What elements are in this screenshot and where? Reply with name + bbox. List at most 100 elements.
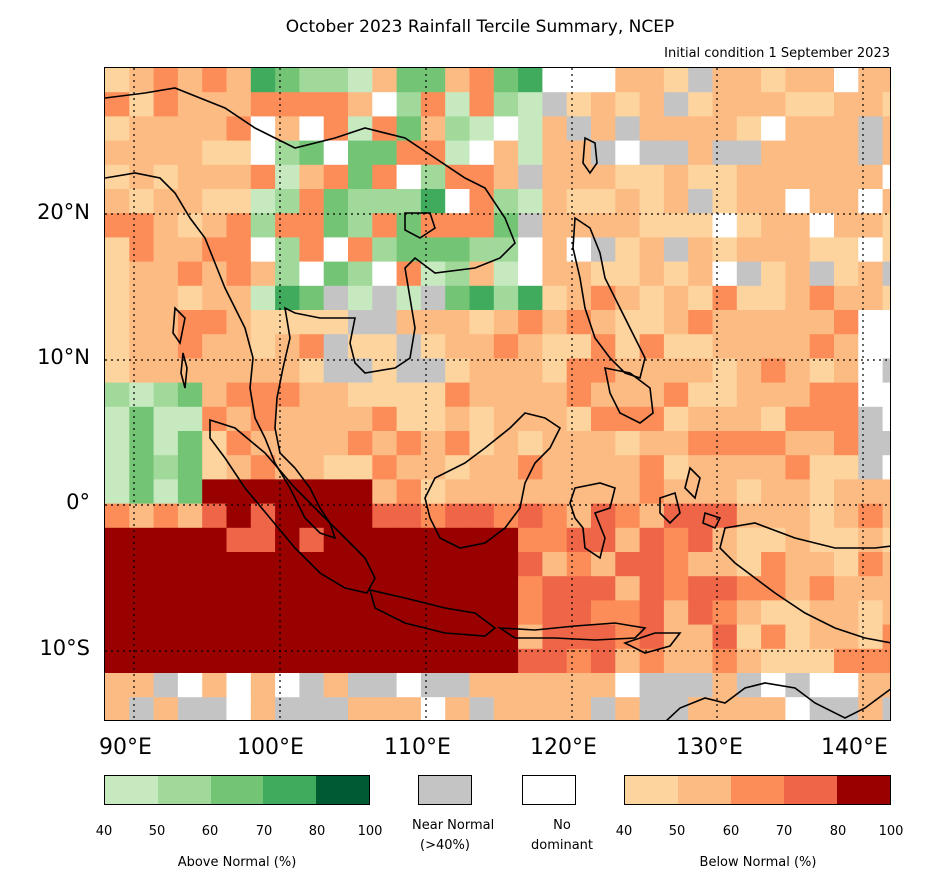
tercile-cell (663, 116, 689, 142)
no-dominant-caption-2: dominant (530, 838, 594, 853)
tercile-cell (615, 697, 641, 720)
tercile-cell (348, 648, 373, 674)
tercile-cell (226, 406, 252, 432)
tercile-cell (761, 68, 786, 93)
tercile-cell (834, 455, 859, 480)
tercile-cell (688, 237, 713, 263)
tercile-cell (445, 68, 470, 93)
tercile-cell (663, 213, 689, 238)
tercile-cell (323, 140, 349, 166)
tercile-cell (566, 673, 592, 698)
tercile-cell (493, 576, 519, 601)
tercile-cell (177, 697, 203, 720)
below-swatch-4 (784, 776, 837, 804)
tercile-cell (420, 92, 446, 117)
tercile-cell (323, 261, 349, 287)
tercile-cell (250, 92, 276, 117)
tercile-cell (712, 164, 738, 190)
tercile-cell (663, 285, 689, 311)
tercile-cell (663, 600, 689, 626)
below-swatch-1 (625, 776, 678, 804)
tercile-cell (663, 261, 689, 287)
tercile-cell (663, 697, 689, 720)
tercile-cell (396, 455, 422, 480)
tercile-cell (153, 213, 179, 238)
tercile-cell (202, 527, 227, 553)
tercile-cell (420, 116, 446, 142)
tercile-cell (129, 697, 155, 720)
tercile-cell (882, 213, 890, 238)
tercile-cell (372, 140, 398, 166)
tercile-cell (566, 358, 592, 384)
tercile-cell (566, 68, 592, 93)
tercile-cell (469, 213, 495, 238)
tercile-cell (445, 673, 470, 698)
tercile-cell (882, 261, 890, 287)
tercile-cell (566, 648, 592, 674)
tercile-cell (542, 552, 568, 577)
tercile-cell (785, 213, 811, 238)
tercile-cell (809, 164, 835, 190)
tercile-cell (299, 164, 325, 190)
tercile-cell (834, 552, 859, 577)
tercile-cell (129, 213, 155, 238)
tercile-cell (834, 310, 859, 335)
tercile-cell (420, 697, 446, 720)
tercile-cell (299, 358, 325, 384)
tercile-cell (250, 285, 276, 311)
tercile-cell (202, 673, 227, 698)
tercile-cell (469, 673, 495, 698)
tercile-cell (688, 140, 713, 166)
tercile-cell (372, 92, 398, 117)
tercile-cell (639, 527, 665, 553)
tercile-cell (518, 310, 543, 335)
tercile-cell (591, 382, 616, 408)
tercile-cell (882, 503, 890, 529)
tercile-cell (688, 334, 713, 359)
tercile-cell (250, 164, 276, 190)
tercile-cell (712, 285, 738, 311)
tercile-cell (153, 261, 179, 287)
tercile-cell (348, 455, 373, 480)
tercile-map (105, 68, 890, 720)
tercile-cell (591, 92, 616, 117)
tercile-cell (445, 406, 470, 432)
tercile-cell (493, 261, 519, 287)
tercile-cell (834, 576, 859, 601)
tercile-cell (834, 189, 859, 214)
tercile-cell (493, 552, 519, 577)
tercile-cell (858, 237, 884, 263)
tercile-cell (420, 552, 446, 577)
tercile-cell (299, 140, 325, 166)
tercile-cell (372, 673, 398, 698)
tercile-cell (469, 164, 495, 190)
tercile-cell (834, 213, 859, 238)
tercile-cell (299, 189, 325, 214)
tercile-cell (542, 503, 568, 529)
tercile-cell (858, 92, 884, 117)
tercile-cell (785, 261, 811, 287)
above-swatch-3 (210, 776, 264, 804)
tercile-cell (129, 285, 155, 311)
below-tick: 60 (722, 824, 740, 839)
tercile-cell (761, 92, 786, 117)
tercile-cell (882, 527, 890, 553)
tercile-cell (809, 213, 835, 238)
tercile-cell (858, 285, 884, 311)
tercile-cell (299, 527, 325, 553)
map-panel (104, 67, 891, 721)
tercile-cell (639, 285, 665, 311)
tercile-cell (469, 92, 495, 117)
tercile-cell (420, 310, 446, 335)
tercile-cell (566, 285, 592, 311)
tercile-cell (275, 68, 300, 93)
tercile-cell (493, 68, 519, 93)
tercile-cell (615, 140, 641, 166)
tercile-cell (785, 406, 811, 432)
tercile-cell (396, 552, 422, 577)
tercile-cell (348, 552, 373, 577)
tercile-cell (250, 261, 276, 287)
tercile-cell (396, 237, 422, 263)
tercile-cell (882, 600, 890, 626)
tercile-cell (153, 552, 179, 577)
